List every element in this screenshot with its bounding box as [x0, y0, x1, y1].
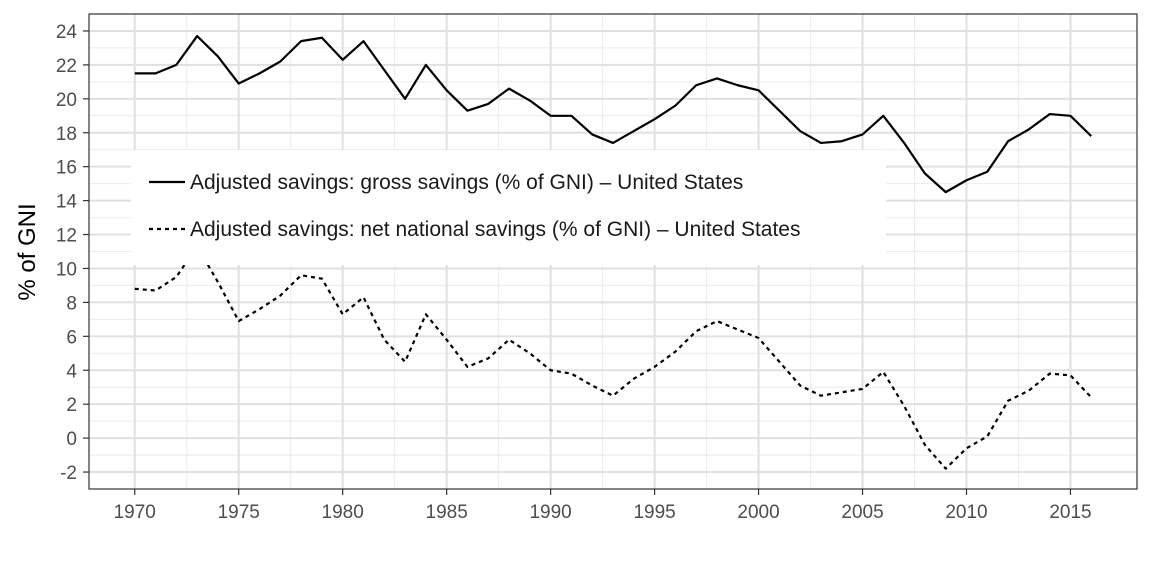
y-tick-label: 10: [56, 259, 77, 280]
x-tick-label: 1970: [114, 502, 156, 523]
y-tick-label: 18: [56, 124, 77, 145]
x-tick-label: 2015: [1049, 502, 1091, 523]
y-tick-label: 14: [56, 192, 78, 213]
legend: Adjusted savings: gross savings (% of GN…: [131, 150, 886, 265]
y-tick-label: 24: [56, 22, 78, 43]
x-tick-label: 1975: [218, 502, 260, 523]
y-tick-label: 6: [66, 327, 77, 348]
y-tick-label: 0: [66, 429, 77, 450]
x-tick-label: 1990: [529, 502, 571, 523]
y-axis-title: % of GNI: [14, 203, 41, 300]
legend-label-net: Adjusted savings: net national savings (…: [190, 218, 801, 241]
x-tick-label: 2005: [841, 502, 883, 523]
legend-label-gross: Adjusted savings: gross savings (% of GN…: [190, 171, 743, 194]
plot-border: [88, 13, 1138, 490]
legend-box: [131, 150, 886, 265]
y-tick-label: 4: [66, 361, 77, 382]
series-lines: [134, 34, 1093, 470]
x-tick-label: 1995: [633, 502, 675, 523]
minor-gridlines: [89, 14, 1137, 489]
x-tick-label: 1985: [426, 502, 468, 523]
y-tick-label: 12: [56, 226, 77, 247]
y-tick-label: -2: [60, 463, 77, 484]
x-tick-label: 1980: [322, 502, 364, 523]
y-tick-label: 8: [66, 293, 77, 314]
y-tick-label: 22: [56, 56, 77, 77]
y-tick-label: 2: [66, 395, 77, 416]
series-line-gross-savings: [134, 34, 1093, 194]
x-tick-label: 2000: [737, 502, 779, 523]
y-tick-label: 20: [56, 90, 77, 111]
x-tick-label: 2010: [945, 502, 987, 523]
x-axis: 1970 1975 1980 1985 1990 1995 2000 2005 2010 2015: [114, 489, 1092, 523]
y-tick-label: 16: [56, 158, 77, 179]
